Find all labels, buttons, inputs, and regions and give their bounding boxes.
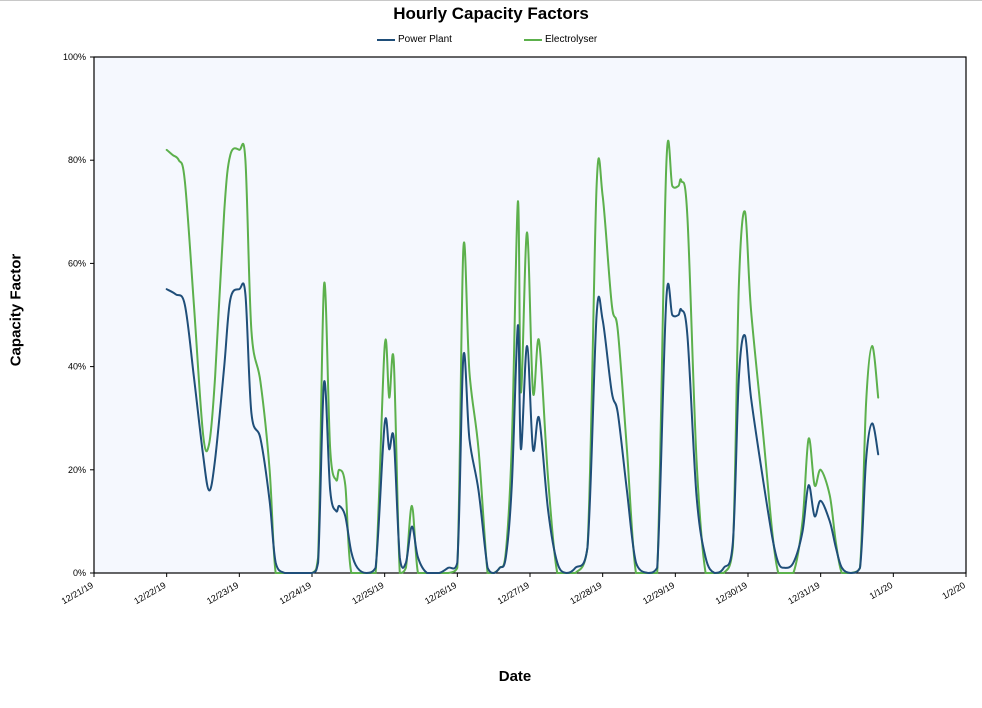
x-tick-label: 12/22/19: [132, 580, 167, 606]
x-tick-label: 1/1/20: [868, 580, 895, 601]
legend-label-power-plant: Power Plant: [398, 34, 452, 45]
x-tick-label: 12/26/19: [423, 580, 458, 606]
chart-title: Hourly Capacity Factors: [393, 4, 589, 23]
x-tick-label: 12/25/19: [350, 580, 385, 606]
legend-label-electrolyser: Electrolyser: [545, 34, 598, 45]
y-tick-label: 20%: [68, 465, 86, 475]
x-tick-label: 1/2/20: [940, 580, 967, 601]
legend-swatch-electrolyser: [524, 38, 542, 41]
x-tick-label: 12/30/19: [714, 580, 749, 606]
x-tick-label: 12/28/19: [568, 580, 603, 606]
x-tick-label: 12/24/19: [278, 580, 313, 606]
x-tick-label: 12/21/19: [60, 580, 95, 606]
x-tick-label: 12/29/19: [641, 580, 676, 606]
y-tick-label: 40%: [68, 362, 86, 372]
legend: Power Plant Electrolyser: [0, 34, 982, 48]
x-tick-label: 12/23/19: [205, 580, 240, 606]
series-line-power-plant: [165, 282, 880, 574]
y-tick-label: 60%: [68, 258, 86, 268]
legend-item-electrolyser: Electrolyser: [524, 34, 597, 45]
legend-swatch-power-plant: [377, 38, 395, 41]
y-tick-label: 100%: [63, 52, 86, 62]
legend-item-power-plant: Power Plant: [377, 34, 452, 45]
top-border: [0, 0, 982, 1]
x-axis-title: Date: [498, 668, 532, 685]
x-tick-label: 12/27/19: [496, 580, 531, 606]
x-tick-label: 12/31/19: [786, 580, 821, 606]
y-tick-label: 80%: [68, 155, 86, 165]
y-tick-label: 0%: [73, 568, 86, 578]
